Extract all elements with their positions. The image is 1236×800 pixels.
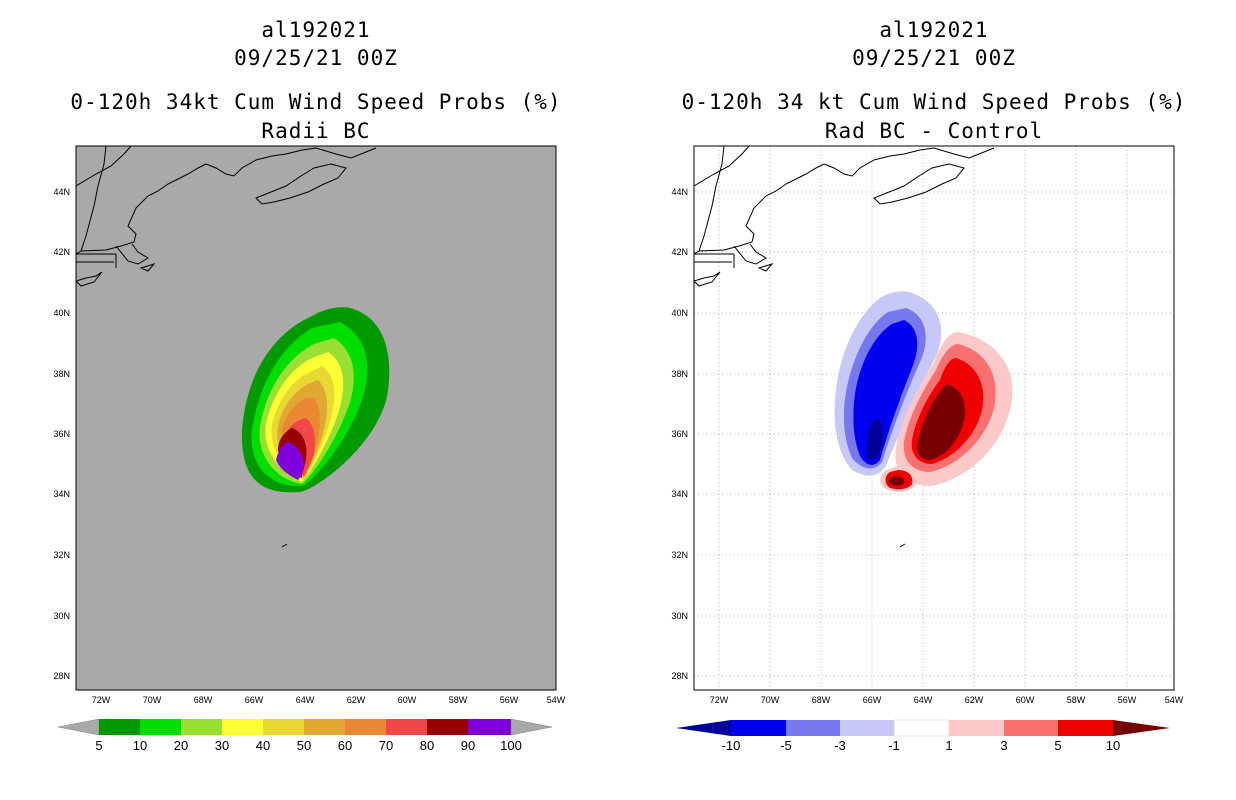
lat-label: 30N [53,611,70,621]
colorbar-swatch [893,719,950,737]
colorbar-swatch [345,719,386,735]
colorbar-swatch [731,720,786,736]
lat-label: 34N [53,489,70,499]
lat-label: 34N [671,489,688,499]
lon-label: 56W [500,695,519,705]
lat-label: 28N [671,671,688,681]
colorbar-label: 90 [461,738,475,753]
colorbar-swatch [99,719,140,735]
lat-label: 38N [671,369,688,379]
colorbar-label: 20 [174,738,188,753]
colorbar-label: 40 [256,738,270,753]
colorbar-swatch [1004,720,1058,736]
lat-label: 42N [671,247,688,257]
right-title: 0-120h 34 kt Cum Wind Speed Probs (%) [681,90,1187,114]
colorbar-label: 100 [500,738,522,753]
left-title: 0-120h 34kt Cum Wind Speed Probs (%) [70,90,562,114]
colorbar-label: -5 [780,738,792,753]
colorbar-arrow-high [510,718,553,736]
lon-label: 72W [92,695,111,705]
colorbar-label: 1 [945,738,952,753]
left-storm-id: al192021 [261,18,371,42]
lon-label: 58W [449,695,468,705]
colorbar-swatch [222,719,263,735]
lon-label: 56W [1118,695,1137,705]
lon-label: 64W [296,695,315,705]
colorbar-swatch [181,719,222,735]
left-probability-contours [76,146,390,548]
lon-label: 68W [194,695,213,705]
left-lat-labels: 44N 42N 40N 38N 36N 34N 32N 30N 28N [53,187,70,681]
right-lat-labels: 44N 42N 40N 38N 36N 34N 32N 30N 28N [671,187,688,681]
right-storm-id: al192021 [879,18,989,42]
colorbar-arrow-high [1113,720,1170,736]
colorbar-label: -10 [722,738,741,753]
lon-label: 54W [547,695,566,705]
lon-label: 68W [812,695,831,705]
right-colorbar: -10 -5 -3 -1 1 3 5 10 [676,719,1170,753]
colorbar-swatch [263,719,304,735]
lon-label: 60W [1016,695,1035,705]
colorbar-arrow-low [676,720,731,736]
lat-label: 44N [53,187,70,197]
lon-label: 62W [965,695,984,705]
colorbar-label: 80 [420,738,434,753]
lat-label: 36N [53,429,70,439]
colorbar-swatch [386,719,427,735]
colorbar-label: 10 [133,738,147,753]
lat-label: 38N [53,369,70,379]
lat-label: 36N [671,429,688,439]
colorbar-label: -1 [888,738,900,753]
colorbar-label: 5 [1054,738,1061,753]
right-lon-labels: 72W 70W 68W 66W 64W 62W 60W 58W 56W 54W [710,695,1184,705]
lon-label: 70W [143,695,162,705]
lat-label: 32N [53,550,70,560]
colorbar-swatch [304,719,345,735]
right-subtitle: Rad BC - Control [824,119,1044,143]
left-datetime: 09/25/21 00Z [234,46,398,70]
colorbar-swatch [427,719,468,735]
right-datetime: 09/25/21 00Z [852,46,1016,70]
lon-label: 64W [914,695,933,705]
lon-label: 66W [245,695,264,705]
lat-label: 40N [53,308,70,318]
colorbar-arrow-low [57,718,100,736]
lon-label: 60W [398,695,417,705]
colorbar-swatch [840,720,894,736]
lon-label: 54W [1165,695,1184,705]
lat-label: 42N [53,247,70,257]
colorbar-label: 60 [338,738,352,753]
colorbar-label: 70 [379,738,393,753]
colorbar-label: 3 [1000,738,1007,753]
lat-label: 44N [671,187,688,197]
colorbar-label: 5 [95,738,102,753]
colorbar-label: 30 [215,738,229,753]
lon-label: 62W [347,695,366,705]
lon-label: 70W [761,695,780,705]
left-subtitle: Radii BC [261,119,371,143]
colorbar-swatch [949,720,1004,736]
colorbar-swatch [140,719,181,735]
left-colorbar: 5 10 20 30 40 50 60 70 80 90 100 [57,718,553,753]
right-negative-lobe [834,291,942,476]
colorbar-label: 50 [297,738,311,753]
colorbar-swatch [468,719,511,735]
right-positive-lobe [880,332,1013,492]
left-map [75,145,557,691]
colorbar-label: 10 [1106,738,1120,753]
lat-label: 28N [53,671,70,681]
lat-label: 32N [671,550,688,560]
lon-label: 58W [1067,695,1086,705]
colorbar-label: -3 [834,738,846,753]
lon-label: 66W [863,695,882,705]
right-map [693,145,1175,691]
left-lon-labels: 72W 70W 68W 66W 64W 62W 60W 58W 56W 54W [92,695,566,705]
lon-label: 72W [710,695,729,705]
lat-label: 40N [671,308,688,318]
colorbar-swatch [786,720,840,736]
colorbar-swatch [1058,720,1113,736]
lat-label: 30N [671,611,688,621]
